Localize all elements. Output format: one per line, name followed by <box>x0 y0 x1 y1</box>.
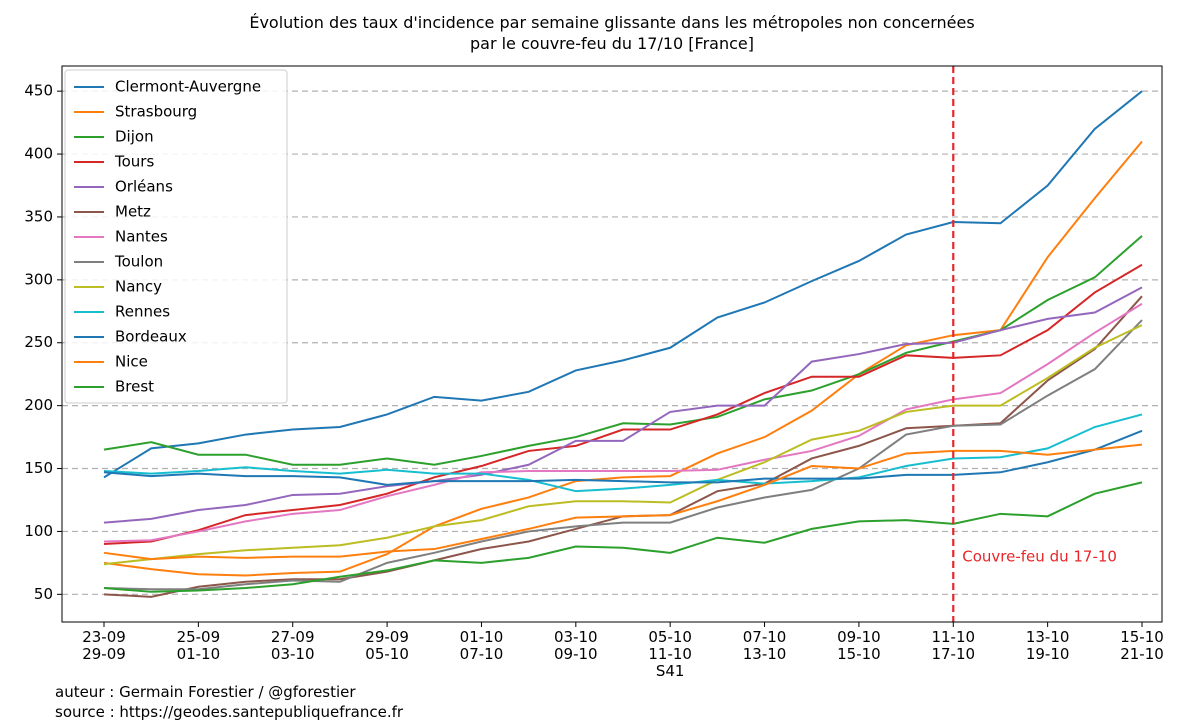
x-tick-label: 25-09 01-10 <box>176 628 221 663</box>
legend-label: Nice <box>115 353 148 371</box>
y-tick-label: 400 <box>24 145 53 163</box>
y-tick-label: 200 <box>24 396 53 414</box>
x-tick-label: 15-10 21-10 <box>1120 628 1164 663</box>
legend-label: Metz <box>115 203 151 221</box>
x-tick-label: 11-10 17-10 <box>931 628 976 663</box>
legend-label: Tours <box>114 153 154 171</box>
legend-label: Orléans <box>115 178 173 196</box>
line <box>103 443 1143 561</box>
y-tick-label: 50 <box>34 585 53 603</box>
source: source : https://geodes.santepubliquefra… <box>55 703 404 721</box>
legend-label: Nantes <box>115 228 168 246</box>
x-tick-label: 23-09 29-09 <box>82 628 126 663</box>
line <box>103 263 1143 546</box>
line <box>103 319 1143 591</box>
author: auteur : Germain Forestier / @gforestier <box>55 683 356 701</box>
legend: Clermont-Auvergne Strasbourg Dijon Tours Orl… <box>64 69 288 404</box>
x-tick-label: 05-10 11-10 S41 <box>648 628 692 680</box>
legend-label: Rennes <box>115 303 170 321</box>
legend-label: Dijon <box>115 128 154 146</box>
x-tick-label: 03-10 09-10 <box>554 628 598 663</box>
legend-label: Strasbourg <box>115 103 197 121</box>
annotation: Couvre-feu du 17-10 <box>962 548 1117 566</box>
x-tick-label: 07-10 13-10 <box>742 628 787 663</box>
legend-label: Clermont-Auvergne <box>115 78 261 96</box>
x-tick-label: 09-10 15-10 <box>837 628 881 663</box>
line <box>103 324 1143 566</box>
line <box>103 90 1143 479</box>
legend-label: Toulon <box>114 253 163 271</box>
y-tick-label: 250 <box>24 333 53 351</box>
y-tick-label: 450 <box>24 82 53 100</box>
y-tick-label: 150 <box>24 459 53 477</box>
legend-box <box>64 69 288 404</box>
line <box>103 286 1143 524</box>
legend-label: Nancy <box>115 278 162 296</box>
line <box>103 413 1143 493</box>
y-tick-label: 300 <box>24 270 53 288</box>
y-tick-label: 350 <box>24 207 53 225</box>
x-tick-label: 01-10 07-10 <box>459 628 504 663</box>
line <box>103 429 1143 486</box>
y-tick-label: 100 <box>24 522 53 540</box>
x-tick-label: 13-10 19-10 <box>1025 628 1070 663</box>
x-tick-label: 27-09 03-10 <box>270 628 315 663</box>
legend-label: Bordeaux <box>115 328 187 346</box>
x-tick-label: 29-09 05-10 <box>365 628 409 663</box>
plot-frame <box>61 65 1163 623</box>
line <box>103 302 1143 543</box>
chart-title: Évolution des taux d'incidence par semai… <box>249 13 975 53</box>
line <box>103 140 1143 577</box>
legend-label: Brest <box>115 378 154 396</box>
line <box>103 481 1143 593</box>
